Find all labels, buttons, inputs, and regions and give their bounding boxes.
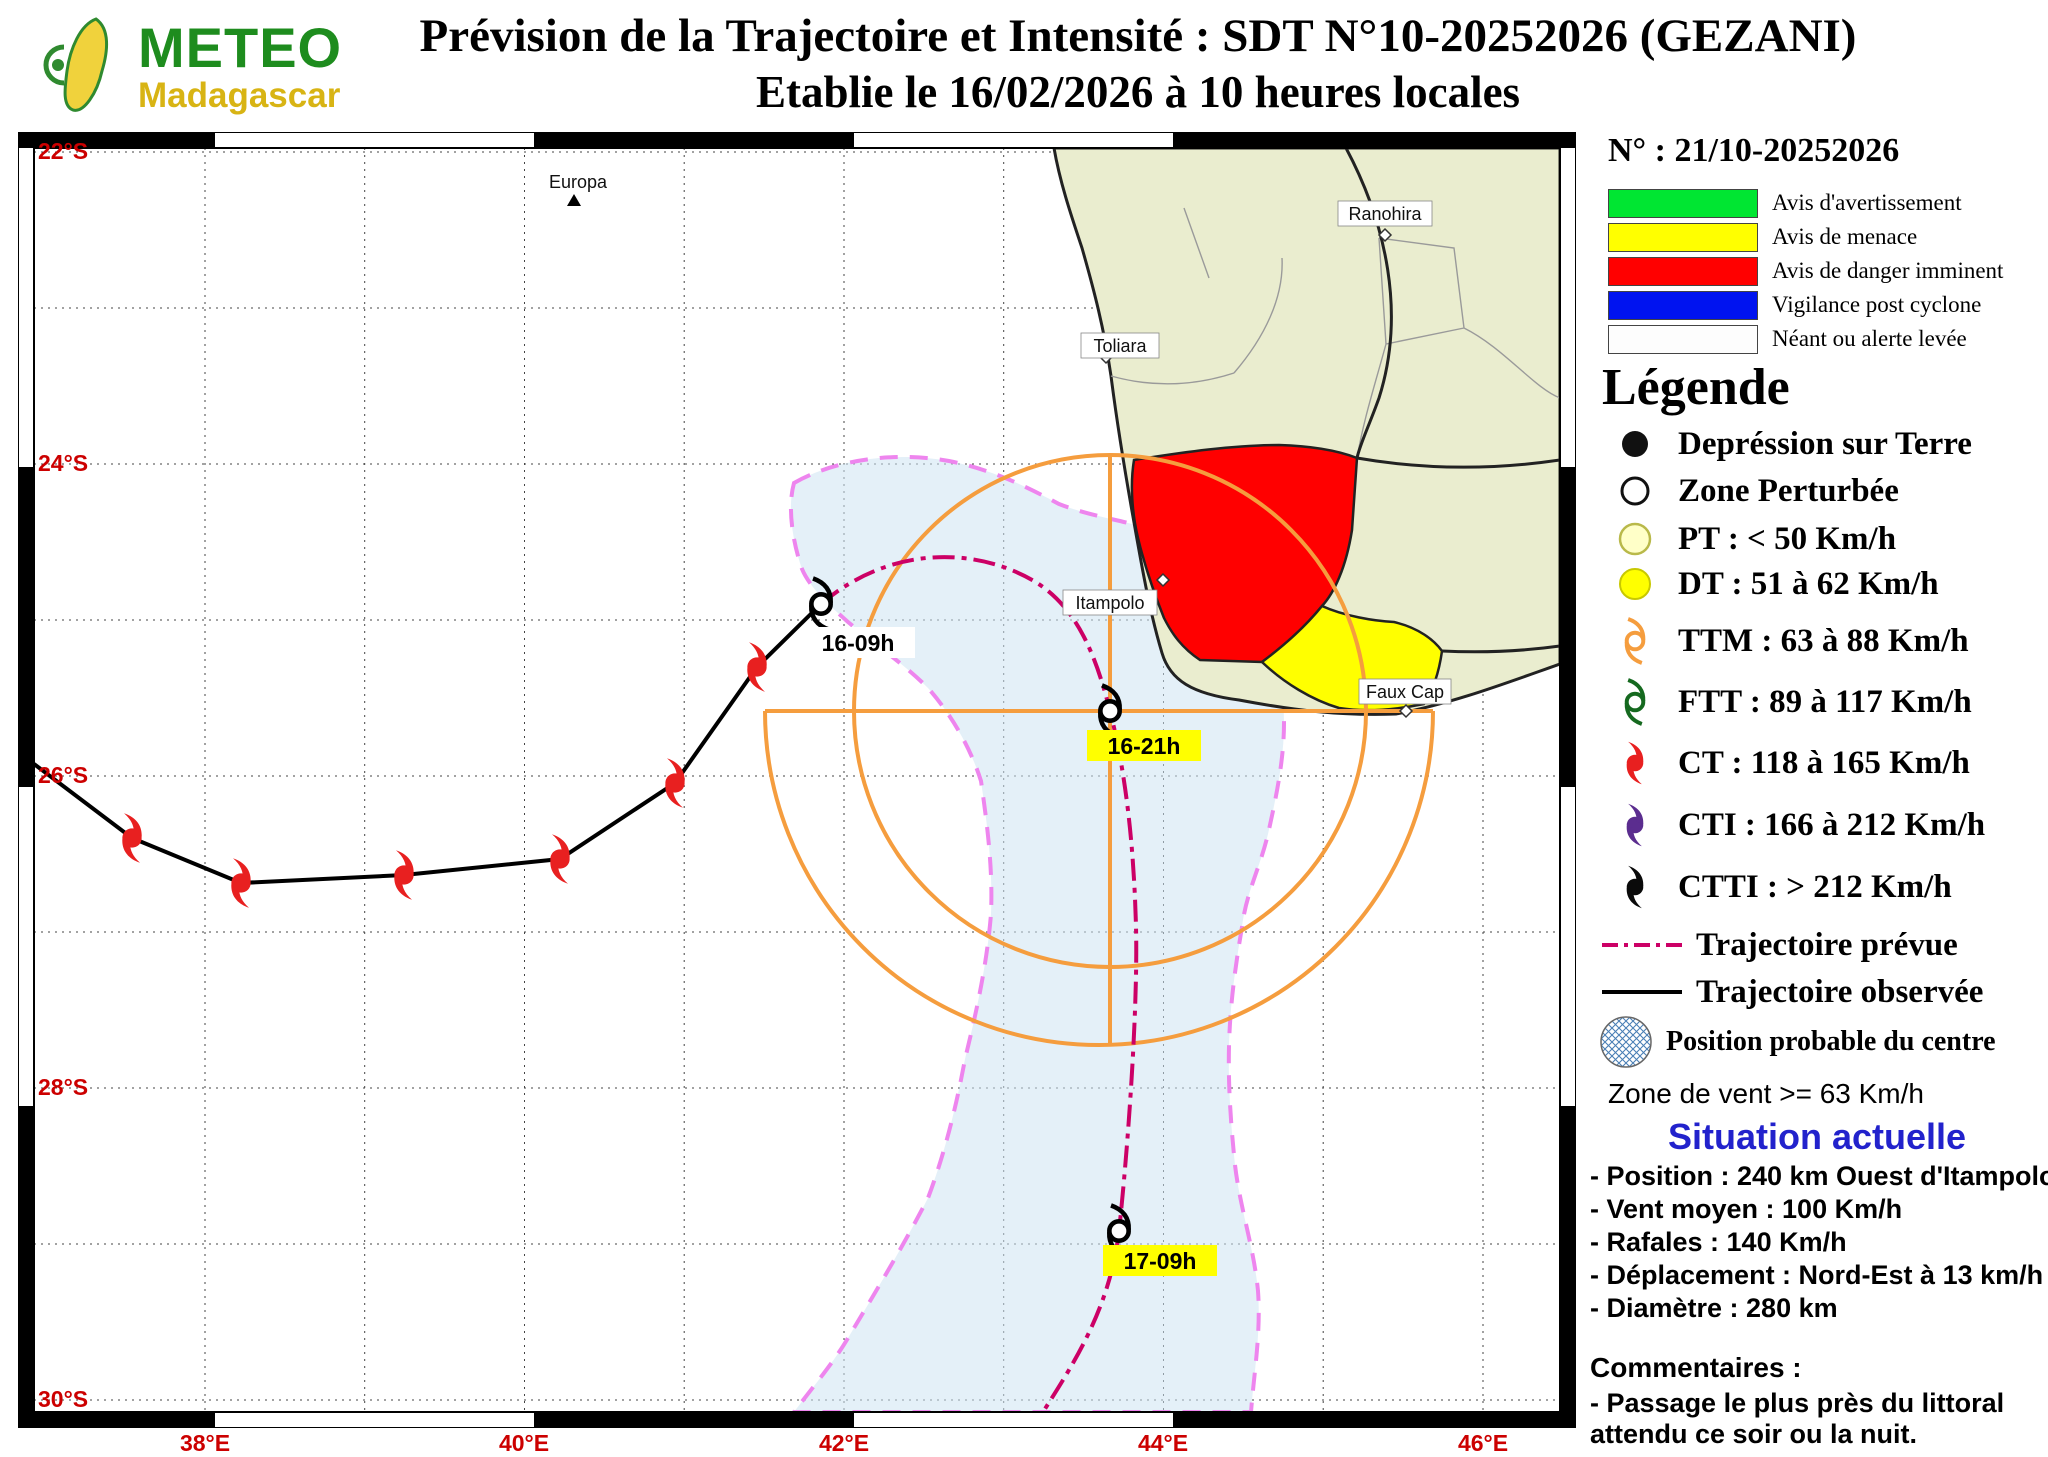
place-label-faux-cap: Faux Cap <box>1366 682 1444 702</box>
pt-icon <box>1604 515 1666 563</box>
alert-swatch-green <box>1608 188 1758 218</box>
situation-vent-moyen: - Vent moyen : 100 Km/h <box>1590 1194 1903 1224</box>
faux-cap-marker <box>1398 703 1414 719</box>
forecast-line-sample <box>1602 943 1682 947</box>
map-border-top <box>18 132 1576 148</box>
time-label-bg-2 <box>1087 730 1201 761</box>
itampolo-marker <box>1155 572 1171 588</box>
lat-label-30s: 30°S <box>38 1386 89 1412</box>
legend-item-position-probable: Position probable du centre <box>1586 1014 1996 1070</box>
legend-item-dt: DT : 51 à 62 Km/h <box>1586 560 1939 608</box>
ttm-cyclone-icon <box>1604 617 1666 665</box>
observed-track <box>34 602 823 886</box>
alert-row-danger: Avis de danger imminent <box>1608 254 2003 288</box>
legend-item-cti: CTI : 166 à 212 Km/h <box>1586 801 1985 849</box>
legend-item-trajectoire-observee: Trajectoire observée <box>1586 968 1983 1016</box>
lat-label-24s: 24°S <box>38 450 89 476</box>
alert-swatch-blue <box>1608 290 1758 320</box>
alert-row-menace: Avis de menace <box>1608 220 2003 254</box>
title-line-1: Prévision de la Trajectoire et Intensité… <box>419 10 1857 62</box>
hatched-circle-icon <box>1600 1016 1652 1068</box>
district-boundaries <box>1110 207 1560 459</box>
zone-perturbee-icon <box>1604 467 1666 515</box>
time-label-17-09h: 17-09h <box>1124 1248 1197 1274</box>
observed-line-sample <box>1602 990 1682 994</box>
time-label-bg-3 <box>1103 1245 1217 1276</box>
observed-cyclone-markers <box>122 642 767 908</box>
forecast-track <box>819 555 1139 1412</box>
alert-level-key: Avis d'avertissement Avis de menace Avis… <box>1608 186 2003 356</box>
legend-item-pt: PT : < 50 Km/h <box>1586 515 1896 563</box>
place-label-toliara: Toliara <box>1093 336 1147 356</box>
legend-item-trajectoire-prevue: Trajectoire prévue <box>1586 921 1958 969</box>
wind-zone-note: Zone de vent >= 63 Km/h <box>1608 1078 1924 1109</box>
alert-swatch-white <box>1608 324 1758 354</box>
map-border-right <box>1560 132 1576 1428</box>
place-label-europa: Europa <box>549 172 608 192</box>
logo-text-meteo: METEO <box>138 15 343 79</box>
ftt-cyclone-icon <box>1604 678 1666 726</box>
map-inner-frame <box>34 148 1560 1412</box>
map-border-left <box>18 132 34 1428</box>
legend-title: Légende <box>1602 359 1790 416</box>
lon-label-42e: 42°E <box>818 1430 870 1456</box>
faux-cap-label-bg <box>1358 678 1452 705</box>
europa-marker <box>567 194 581 206</box>
lat-label-28s: 28°S <box>38 1074 89 1100</box>
dt-icon <box>1604 560 1666 608</box>
cti-cyclone-icon <box>1604 801 1666 849</box>
depression-sur-terre-icon <box>1604 420 1666 468</box>
comment-line-1: - Passage le plus près du littoral <box>1590 1388 2005 1418</box>
legend-sidebar: N° : 21/10-20252026 Avis d'avertissement… <box>1586 130 2048 1450</box>
alert-swatch-yellow <box>1608 222 1758 252</box>
lat-label-26s: 26°S <box>38 762 89 788</box>
situation-position: - Position : 240 km Ouest d'Itampolo <box>1590 1161 2048 1191</box>
meteo-madagascar-logo: METEO Madagascar <box>34 10 379 122</box>
logo-text-madagascar: Madagascar <box>138 75 341 115</box>
legend-item-ctti: CTTI : > 212 Km/h <box>1586 863 1952 911</box>
lon-label-46e: 46°E <box>1457 1430 1509 1456</box>
legend-item-zone-perturbee: Zone Perturbée <box>1586 467 1899 515</box>
comments-body: - Passage le plus près du littoral atten… <box>1590 1388 2004 1450</box>
comment-line-2: attendu ce soir ou la nuit. <box>1590 1419 1918 1449</box>
madagascar-island-icon <box>43 17 108 112</box>
time-label-bg-1 <box>801 627 915 658</box>
map-border-bottom <box>18 1412 1576 1428</box>
city-markers <box>1098 227 1414 719</box>
lon-label-44e: 44°E <box>1137 1430 1189 1456</box>
ctti-cyclone-icon <box>1604 863 1666 911</box>
ranohira-marker <box>1377 227 1393 243</box>
title-line-2: Etablie le 16/02/2026 à 10 heures locale… <box>755 67 1521 117</box>
itampolo-label-bg <box>1062 589 1158 616</box>
ranohira-label-bg <box>1337 200 1433 227</box>
place-label-itampolo: Itampolo <box>1075 593 1144 613</box>
alert-row-avertissement: Avis d'avertissement <box>1608 186 2003 220</box>
situation-rafales: - Rafales : 140 Km/h <box>1590 1227 1847 1257</box>
toliara-label-bg <box>1080 332 1160 359</box>
legend-item-ftt: FTT : 89 à 117 Km/h <box>1586 678 1972 726</box>
legend-item-depression: Depréssion sur Terre <box>1586 420 1972 468</box>
alert-row-vigilance: Vigilance post cyclone <box>1608 288 2003 322</box>
time-label-16-21h: 16-21h <box>1108 733 1181 759</box>
time-label-16-09h: 16-09h <box>822 630 895 656</box>
lon-label-40e: 40°E <box>498 1430 550 1456</box>
situation-deplacement: - Déplacement : Nord-Est à 13 km/h <box>1590 1260 2044 1290</box>
map-canvas: 16-09h 16-21h 17-09h Europa Toliara Rano… <box>34 148 1560 1412</box>
forecast-map: 16-09h 16-21h 17-09h Europa Toliara Rano… <box>18 132 1576 1456</box>
lon-label-38e: 38°E <box>179 1430 231 1456</box>
situation-details: - Position : 240 km Ouest d'Itampolo - V… <box>1590 1160 2048 1325</box>
ct-cyclone-icon <box>1604 739 1666 787</box>
place-label-ranohira: Ranohira <box>1348 204 1422 224</box>
situation-diametre: - Diamètre : 280 km <box>1590 1293 1838 1323</box>
bulletin-title: Prévision de la Trajectoire et Intensité… <box>288 8 1988 120</box>
lat-label-22s: 22°S <box>38 138 89 164</box>
comments-title: Commentaires : <box>1590 1352 1802 1383</box>
legend-item-ct: CT : 118 à 165 Km/h <box>1586 739 1970 787</box>
alert-swatch-red <box>1608 256 1758 286</box>
alert-row-neant: Néant ou alerte levée <box>1608 322 2003 356</box>
bulletin-number: N° : 21/10-20252026 <box>1608 132 1900 169</box>
legend-item-ttm: TTM : 63 à 88 Km/h <box>1586 617 1969 665</box>
situation-title: Situation actuelle <box>1667 1116 1967 1157</box>
